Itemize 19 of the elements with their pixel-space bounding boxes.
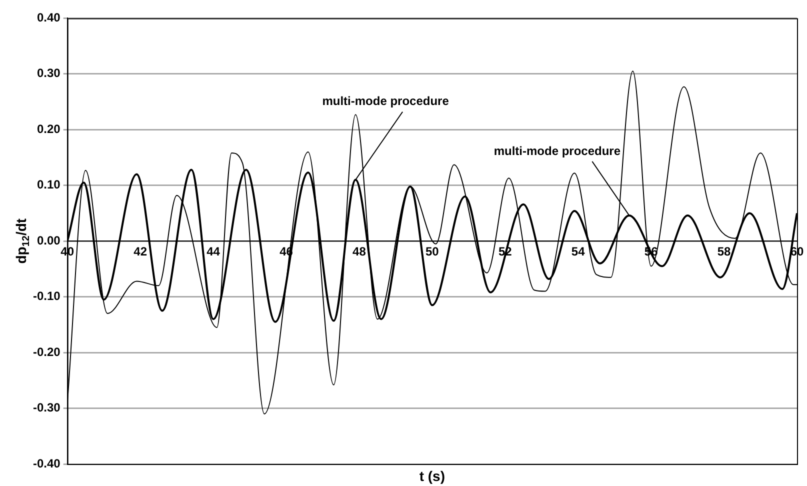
- x-tick-label: 48: [352, 244, 366, 259]
- y-tick-label: -0.20: [32, 344, 61, 359]
- x-tick-label: 54: [571, 244, 586, 259]
- annotation: multi-mode procedure: [322, 94, 450, 108]
- y-axis-title: dp12/dt: [12, 218, 32, 264]
- x-tick-label: 50: [425, 244, 440, 259]
- x-tick-label: 42: [134, 244, 148, 259]
- y-tick-label: 0.40: [36, 10, 61, 25]
- annotation: multi-mode procedure: [494, 144, 621, 158]
- y-tick-label: 0.30: [36, 66, 61, 80]
- y-tick-label: -0.30: [32, 400, 61, 415]
- y-tick-label: 0.00: [36, 233, 61, 248]
- x-tick-label: 44: [206, 244, 220, 259]
- y-tick-label: 0.20: [36, 122, 61, 136]
- x-axis-title: t (s): [419, 468, 446, 484]
- x-tick-label: 58: [717, 244, 732, 259]
- y-tick-label: -0.10: [32, 289, 61, 304]
- y-tick-label: 0.10: [36, 178, 61, 192]
- y-tick-label: -0.40: [32, 456, 61, 470]
